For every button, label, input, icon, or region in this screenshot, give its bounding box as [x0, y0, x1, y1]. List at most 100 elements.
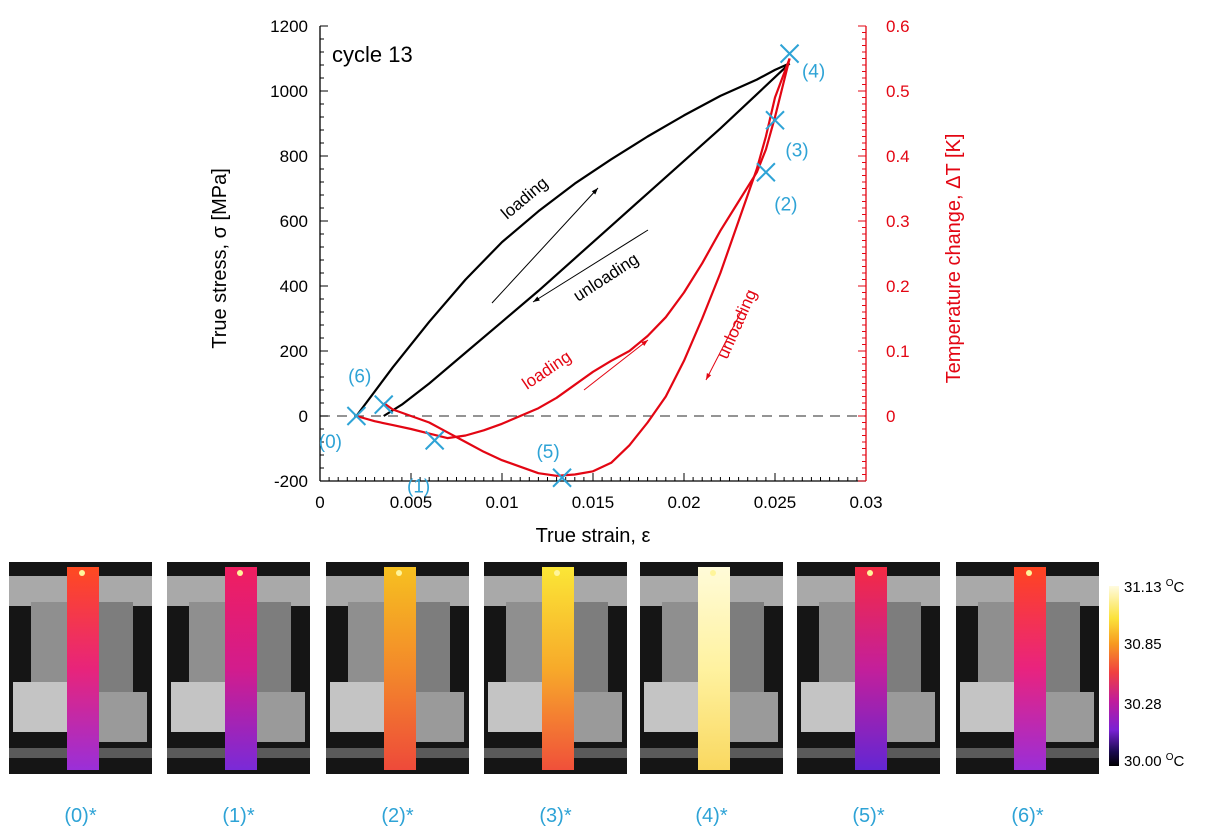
clamp-right: [414, 602, 450, 702]
hot-spot: [237, 570, 243, 576]
clamp-right: [1044, 602, 1080, 702]
colorbar-label-max: 31.13 OC: [1124, 578, 1185, 596]
colorbar-label-2: 30.85: [1124, 636, 1162, 653]
clamp-right: [97, 602, 133, 702]
chart-title: cycle 13: [332, 42, 413, 67]
clamp-right: [885, 602, 921, 702]
block-left: [488, 682, 546, 732]
y2-tick-label: 0.4: [886, 147, 910, 166]
y2-tick-label: 0.6: [886, 17, 910, 36]
x-tick-label: 0: [315, 493, 324, 512]
block-left: [644, 682, 702, 732]
hot-spot: [396, 570, 402, 576]
specimen-thermal-strip: [67, 567, 99, 770]
specimen-thermal-strip: [225, 567, 257, 770]
block-right: [251, 692, 305, 742]
temperature-series-line: [356, 58, 791, 440]
point-label: (6): [348, 367, 371, 388]
stress-series-line: [355, 62, 791, 417]
annotation-unloading-temp: unloading: [713, 287, 760, 362]
thermal-image-5: [797, 562, 940, 774]
block-right: [1040, 692, 1094, 742]
y-tick-label: 1200: [270, 17, 308, 36]
block-right: [724, 692, 778, 742]
point-marker: [373, 394, 394, 415]
block-left: [171, 682, 229, 732]
clamp-right: [728, 602, 764, 702]
thermal-image-0: [9, 562, 152, 774]
y-tick-label: 800: [280, 147, 308, 166]
colorbar-label-3: 30.28: [1124, 696, 1162, 713]
temperature-series-line: [383, 58, 791, 477]
x-tick-label: 0.025: [754, 493, 797, 512]
loading-arrow-temp: [583, 339, 649, 391]
panel-caption: (2)*: [381, 805, 414, 827]
thermal-image-4: [640, 562, 783, 774]
x-tick-label: 0.015: [572, 493, 615, 512]
block-left: [13, 682, 71, 732]
point-label: (4): [802, 62, 825, 83]
unloading-arrow-stress: [532, 229, 649, 303]
x-tick-label: 0.005: [390, 493, 433, 512]
block-left: [960, 682, 1018, 732]
thermal-image-1: [167, 562, 310, 774]
stress-series-line: [383, 62, 791, 417]
point-label: (5): [536, 442, 559, 463]
thermal-image-6: [956, 562, 1099, 774]
point-marker: [765, 110, 785, 130]
y-tick-label: -200: [274, 472, 308, 491]
colorbar: [1109, 586, 1119, 766]
clamp-right: [572, 602, 608, 702]
unloading-arrow-temp: [705, 309, 743, 381]
hot-spot: [554, 570, 560, 576]
point-marker: [779, 43, 800, 64]
annotation-loading-stress: loading: [497, 173, 551, 223]
colorbar-label-min: 30.00 OC: [1124, 752, 1185, 770]
specimen-thermal-strip: [698, 567, 730, 770]
unloading-arrow-temp-head: [706, 373, 712, 380]
x-axis-title: True strain, ε: [536, 525, 651, 547]
y2-tick-label: 0.1: [886, 342, 910, 361]
annotation-unloading-stress: unloading: [570, 249, 642, 305]
panel-caption: (0)*: [64, 805, 97, 827]
specimen-thermal-strip: [384, 567, 416, 770]
block-left: [801, 682, 859, 732]
y2-tick-label: 0.2: [886, 277, 910, 296]
point-marker: [756, 162, 776, 182]
point-label: (1): [407, 476, 430, 497]
y-tick-label: 600: [280, 212, 308, 231]
point-marker: [552, 468, 572, 488]
block-right: [410, 692, 464, 742]
panel-caption: (6)*: [1011, 805, 1044, 827]
block-left: [330, 682, 388, 732]
hot-spot: [1026, 570, 1032, 576]
block-right: [93, 692, 147, 742]
point-label: (0): [319, 432, 342, 453]
x-tick-label: 0.03: [849, 493, 882, 512]
specimen-thermal-strip: [1014, 567, 1046, 770]
y-tick-label: 400: [280, 277, 308, 296]
y2-axis-title: Temperature change, ΔT [K]: [943, 134, 965, 384]
y-tick-label: 0: [299, 407, 308, 426]
loading-arrow-stress: [491, 187, 599, 304]
clamp-right: [255, 602, 291, 702]
specimen-thermal-strip: [855, 567, 887, 770]
y2-tick-label: 0.5: [886, 82, 910, 101]
x-tick-label: 0.01: [485, 493, 518, 512]
block-right: [568, 692, 622, 742]
y2-tick-label: 0.3: [886, 212, 910, 231]
y-tick-label: 200: [280, 342, 308, 361]
panel-caption: (4)*: [695, 805, 728, 827]
panel-caption: (1)*: [222, 805, 255, 827]
point-marker: [424, 430, 445, 451]
stress-temperature-chart: -200 0 200 400 600 800 1000 1200 0 0.005 0.01 0.015…: [209, 17, 965, 547]
loading-arrow-stress-head: [591, 188, 598, 195]
thermal-image-2: [326, 562, 469, 774]
block-right: [881, 692, 935, 742]
point-label: (2): [774, 194, 797, 215]
unloading-arrow-stress-head: [533, 296, 540, 302]
thermal-image-3: [484, 562, 627, 774]
loading-arrow-temp-head: [641, 340, 648, 346]
point-label: (3): [785, 140, 808, 161]
panel-caption: (3)*: [539, 805, 572, 827]
